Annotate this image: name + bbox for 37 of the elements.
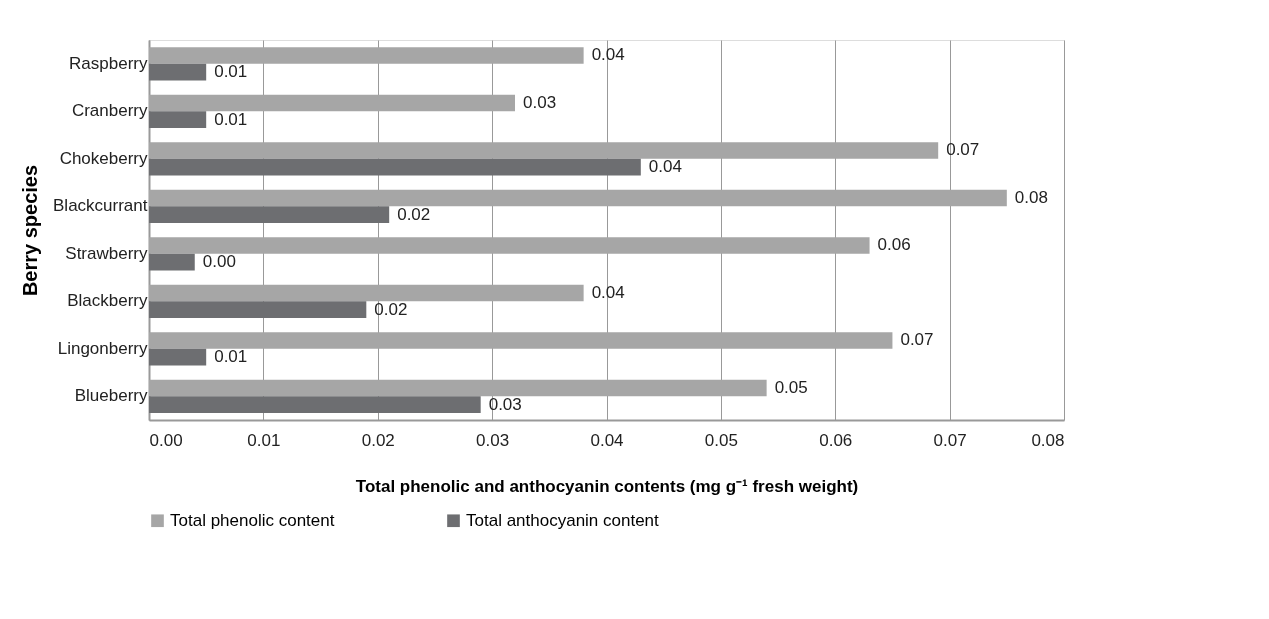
legend-label: Total phenolic content <box>170 510 335 530</box>
data-label: 0.07 <box>900 330 934 350</box>
x-tick-label: 0.04 <box>590 430 624 450</box>
data-label: 0.08 <box>1014 187 1048 207</box>
x-tick-label: 0.02 <box>361 430 395 450</box>
data-label: 0.07 <box>946 140 980 160</box>
data-label: 0.01 <box>214 62 248 82</box>
x-tick-label: 0.03 <box>476 430 510 450</box>
data-label: 0.02 <box>374 299 408 319</box>
x-tick-label: 0.07 <box>933 430 967 450</box>
y-tick-label: Blackcurrant <box>53 196 148 216</box>
y-tick-label: Strawberry <box>65 243 148 263</box>
y-tick-label: Chokeberry <box>59 148 148 168</box>
data-label: 0.01 <box>214 109 248 129</box>
y-tick-label: Blueberry <box>74 386 148 406</box>
data-label: 0.05 <box>774 377 808 397</box>
x-tick-label: 0.05 <box>704 430 738 450</box>
x-axis-title: Total phenolic and anthocyanin contents (mg g⁻¹ fresh weight) <box>355 476 859 496</box>
y-tick-label: Blackberry <box>67 291 148 311</box>
data-label: 0.04 <box>591 45 625 65</box>
y-tick-label: Lingonberry <box>57 338 148 358</box>
x-tick-label: 0.08 <box>1031 430 1065 450</box>
data-label: 0.01 <box>214 347 248 367</box>
data-label: 0.04 <box>648 157 682 177</box>
x-tick-label: 0.00 <box>149 430 183 450</box>
data-label: 0.04 <box>591 282 625 302</box>
y-tick-label: Raspberry <box>69 53 148 73</box>
data-label: 0.03 <box>523 92 557 112</box>
y-tick-label: Cranberry <box>71 101 148 121</box>
data-label: 0.00 <box>202 252 236 272</box>
x-tick-label: 0.06 <box>819 430 853 450</box>
y-axis-title: Berry species <box>19 164 42 297</box>
legend-label: Total anthocyanin content <box>466 510 660 530</box>
x-tick-label: 0.01 <box>247 430 281 450</box>
data-label: 0.02 <box>397 204 431 224</box>
data-label: 0.06 <box>877 235 911 255</box>
data-label: 0.03 <box>488 394 522 414</box>
